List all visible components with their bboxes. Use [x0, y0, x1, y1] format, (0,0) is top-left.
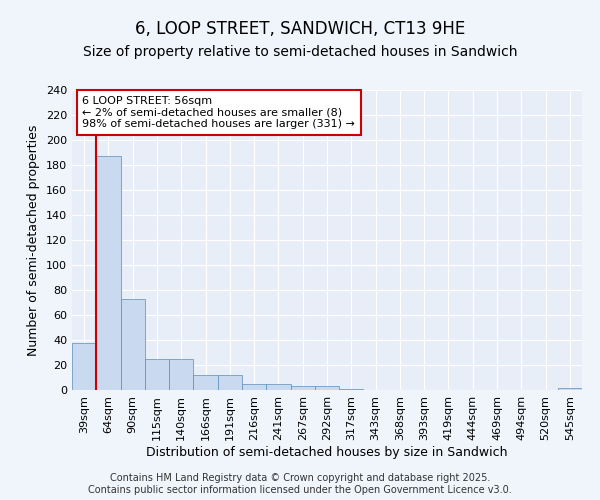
- X-axis label: Distribution of semi-detached houses by size in Sandwich: Distribution of semi-detached houses by …: [146, 446, 508, 458]
- Bar: [169, 359, 193, 390]
- Bar: [315, 386, 339, 390]
- Text: Size of property relative to semi-detached houses in Sandwich: Size of property relative to semi-detach…: [83, 45, 517, 59]
- Bar: [290, 386, 315, 390]
- Bar: [121, 298, 145, 390]
- Bar: [72, 342, 96, 390]
- Bar: [266, 384, 290, 390]
- Bar: [339, 389, 364, 390]
- Text: 6 LOOP STREET: 56sqm
← 2% of semi-detached houses are smaller (8)
98% of semi-de: 6 LOOP STREET: 56sqm ← 2% of semi-detach…: [82, 96, 355, 129]
- Bar: [218, 375, 242, 390]
- Y-axis label: Number of semi-detached properties: Number of semi-detached properties: [28, 124, 40, 356]
- Bar: [145, 359, 169, 390]
- Bar: [558, 388, 582, 390]
- Bar: [193, 375, 218, 390]
- Text: Contains HM Land Registry data © Crown copyright and database right 2025.
Contai: Contains HM Land Registry data © Crown c…: [88, 474, 512, 495]
- Bar: [96, 156, 121, 390]
- Bar: [242, 384, 266, 390]
- Text: 6, LOOP STREET, SANDWICH, CT13 9HE: 6, LOOP STREET, SANDWICH, CT13 9HE: [135, 20, 465, 38]
